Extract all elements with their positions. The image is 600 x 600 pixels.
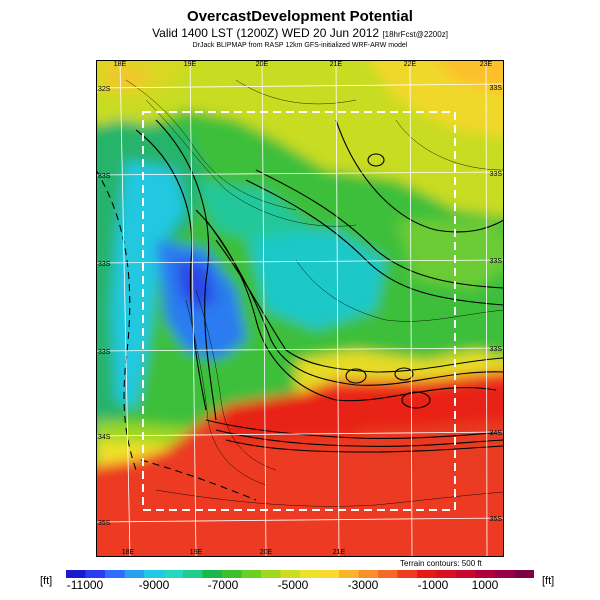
scale-swatch	[339, 570, 359, 578]
lat-label: 34S	[98, 434, 111, 441]
scale-swatch	[358, 570, 379, 578]
lat-label: 33S	[98, 349, 111, 356]
scale-swatch	[202, 570, 223, 578]
scale-swatch	[280, 570, 301, 578]
lat-lon-grid	[96, 60, 504, 557]
lon-label: 20E	[260, 549, 273, 556]
scale-swatch	[475, 570, 496, 578]
lat-label: 33S	[490, 346, 503, 353]
lon-label: 18E	[114, 61, 127, 68]
lon-label: 19E	[190, 549, 203, 556]
scale-swatch	[144, 570, 164, 578]
lon-label: 20E	[256, 61, 269, 68]
scale-swatch	[222, 570, 242, 578]
scale-swatch	[417, 570, 437, 578]
color-scale	[66, 570, 534, 578]
scale-swatch	[124, 570, 145, 578]
lat-label: 33S	[98, 261, 111, 268]
scale-swatch	[319, 570, 340, 578]
scale-swatch	[300, 570, 320, 578]
lon-label: 22E	[404, 61, 417, 68]
model-credit: DrJack BLIPMAP from RASP 12km GFS-initia…	[192, 42, 408, 49]
lon-label: 21E	[330, 61, 343, 68]
forecast-map: 18E 19E 20E 21E 22E 23E 18E 19E 20E 21E …	[96, 60, 504, 557]
lat-label: 33S	[490, 85, 503, 92]
valid-time: Valid 1400 LST (1200Z) WED 20 Jun 2012 […	[0, 26, 600, 40]
scale-swatch	[436, 570, 457, 578]
scale-swatch	[456, 570, 476, 578]
scale-tick: -11000	[66, 578, 104, 592]
unit-label: [ft]	[40, 575, 53, 587]
lon-label: 18E	[122, 549, 135, 556]
lat-label: 32S	[98, 86, 111, 93]
scale-swatch	[105, 570, 125, 578]
scale-tick: -9000	[138, 578, 170, 592]
forecast-tag: [18hrFcst@2200z]	[382, 30, 448, 39]
overcast-contours	[96, 119, 504, 501]
scale-swatch	[183, 570, 203, 578]
scale-swatch	[66, 570, 86, 578]
lat-label: 35S	[490, 516, 503, 523]
lon-label: 19E	[184, 61, 197, 68]
scale-tick: -7000	[207, 578, 239, 592]
valid-time-text: Valid 1400 LST (1200Z) WED 20 Jun 2012	[152, 26, 380, 40]
scale-swatch	[241, 570, 262, 578]
scale-swatch	[397, 570, 418, 578]
lon-label: 21E	[333, 549, 346, 556]
page-title: OvercastDevelopment Potential	[187, 8, 413, 25]
inner-domain-box	[142, 111, 456, 511]
potential-field	[96, 60, 504, 557]
scale-swatch	[85, 570, 106, 578]
scale-swatch	[514, 570, 534, 578]
scale-tick: -1000	[417, 578, 449, 592]
scale-swatch	[261, 570, 281, 578]
lat-label: 33S	[490, 258, 503, 265]
terrain-note: Terrain contours: 500 ft	[400, 559, 482, 568]
lon-label: 23E	[480, 61, 493, 68]
scale-swatch	[378, 570, 398, 578]
scale-tick: 1000	[471, 578, 499, 592]
lat-label: 33S	[490, 171, 503, 178]
color-scale-ticks: -11000 -9000 -7000 -5000 -3000 -1000 100…	[40, 578, 560, 592]
scale-swatch	[495, 570, 515, 578]
scale-swatch	[163, 570, 184, 578]
unit-label: [ft]	[542, 575, 555, 587]
scale-tick: -3000	[347, 578, 379, 592]
lat-label: 33S	[98, 173, 111, 180]
terrain-contours	[125, 79, 504, 507]
lat-label: 35S	[98, 520, 111, 527]
lat-label: 34S	[490, 430, 503, 437]
scale-tick: -5000	[277, 578, 309, 592]
